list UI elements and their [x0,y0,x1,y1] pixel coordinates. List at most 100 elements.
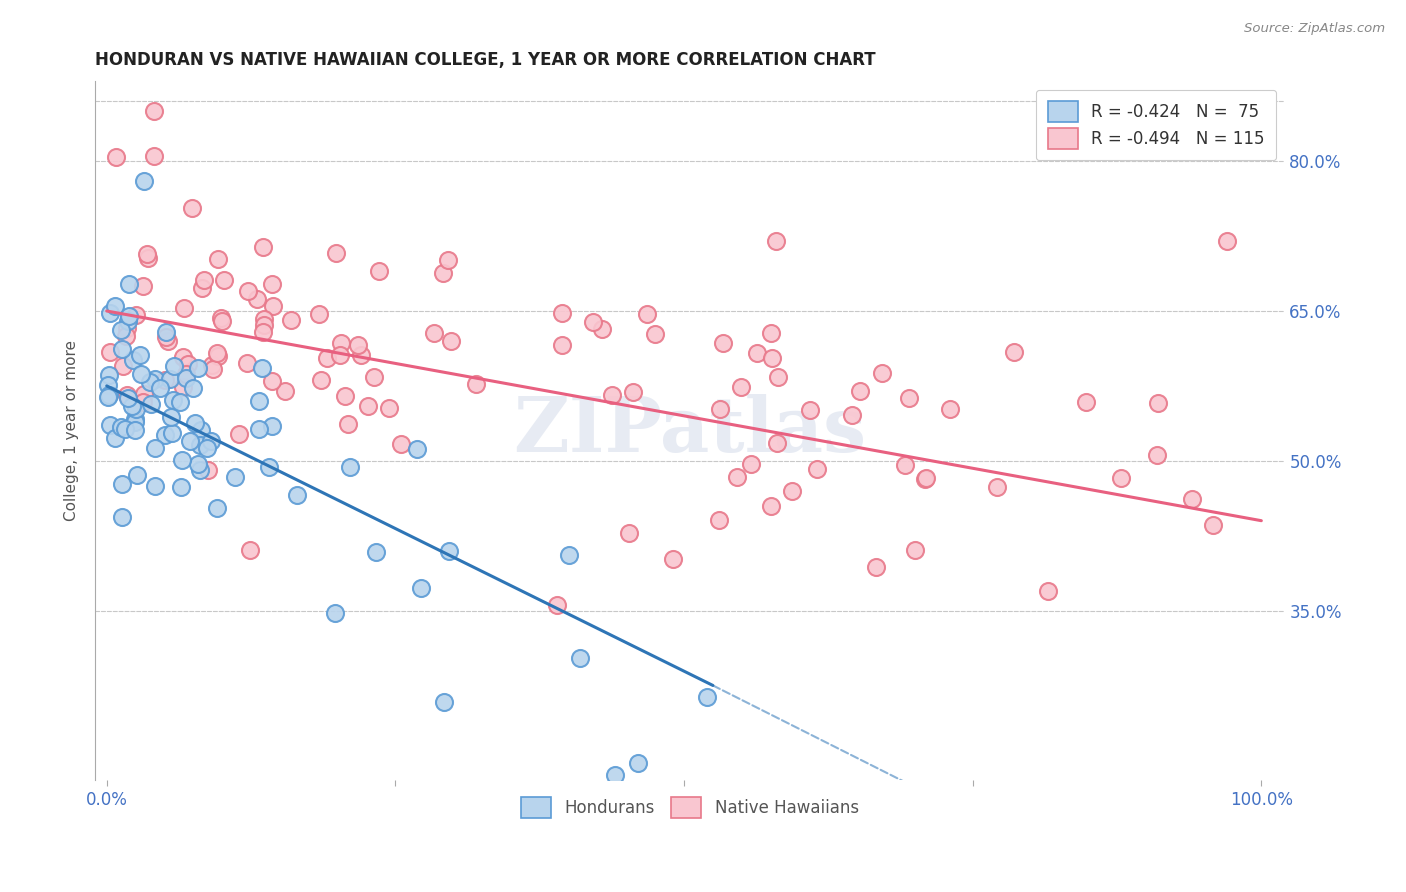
Point [262,375,284,389]
Point [124,412,146,426]
Point [139,375,162,389]
Point [986,480,1008,494]
Point [172,350,194,364]
Point [309,373,332,387]
Point [236,356,259,370]
Point [110,420,132,434]
Point [347,337,370,351]
Point [214,273,236,287]
Point [1076,395,1098,409]
Point [766,369,789,384]
Point [432,266,454,280]
Point [129,368,152,382]
Point [627,756,650,771]
Point [841,408,863,422]
Point [157,334,180,348]
Point [252,312,274,326]
Point [134,387,156,401]
Point [132,278,155,293]
Point [406,442,429,456]
Point [170,452,193,467]
Point [136,252,159,266]
Point [849,384,872,398]
Point [174,367,197,381]
Point [246,292,269,306]
Point [149,381,172,395]
Point [173,380,195,394]
Point [316,351,339,365]
Point [97,378,120,392]
Point [163,359,186,373]
Point [155,325,177,339]
Point [98,417,121,432]
Point [325,245,347,260]
Point [1202,517,1225,532]
Point [766,436,789,450]
Point [191,280,214,294]
Y-axis label: College, 1 year or more: College, 1 year or more [65,341,79,521]
Point [260,418,283,433]
Point [207,252,229,267]
Point [207,349,229,363]
Point [143,148,166,162]
Point [740,458,762,472]
Point [181,202,204,216]
Point [117,313,139,327]
Point [1181,491,1204,506]
Point [437,252,460,267]
Point [780,484,803,499]
Point [115,388,138,402]
Point [1109,470,1132,484]
Point [153,373,176,387]
Point [209,311,232,326]
Point [765,234,787,248]
Point [308,307,330,321]
Point [142,104,165,119]
Point [799,403,821,417]
Point [239,542,262,557]
Point [97,368,120,383]
Point [262,299,284,313]
Point [872,366,894,380]
Point [228,426,250,441]
Point [707,513,730,527]
Point [184,416,207,430]
Point [1036,584,1059,599]
Point [155,330,177,344]
Point [464,376,486,391]
Point [117,391,139,405]
Point [550,306,572,320]
Point [433,695,456,709]
Point [329,348,352,362]
Point [197,441,219,455]
Text: Source: ZipAtlas.com: Source: ZipAtlas.com [1244,22,1385,36]
Point [914,471,936,485]
Point [603,767,626,781]
Point [112,359,135,374]
Point [155,428,177,442]
Point [1146,449,1168,463]
Point [285,487,308,501]
Point [207,345,229,359]
Point [761,351,783,365]
Point [600,388,623,402]
Point [336,417,359,432]
Point [143,372,166,386]
Point [236,285,259,299]
Point [98,306,121,320]
Point [747,346,769,360]
Point [339,460,361,475]
Point [409,581,432,595]
Point [711,335,734,350]
Point [97,388,120,402]
Point [323,607,346,621]
Point [181,381,204,395]
Point [437,544,460,558]
Point [262,277,284,291]
Point [132,394,155,409]
Point [114,329,136,343]
Point [759,499,782,513]
Point [1002,344,1025,359]
Text: HONDURAN VS NATIVE HAWAIIAN COLLEGE, 1 YEAR OR MORE CORRELATION CHART: HONDURAN VS NATIVE HAWAIIAN COLLEGE, 1 Y… [96,51,876,69]
Point [136,247,159,261]
